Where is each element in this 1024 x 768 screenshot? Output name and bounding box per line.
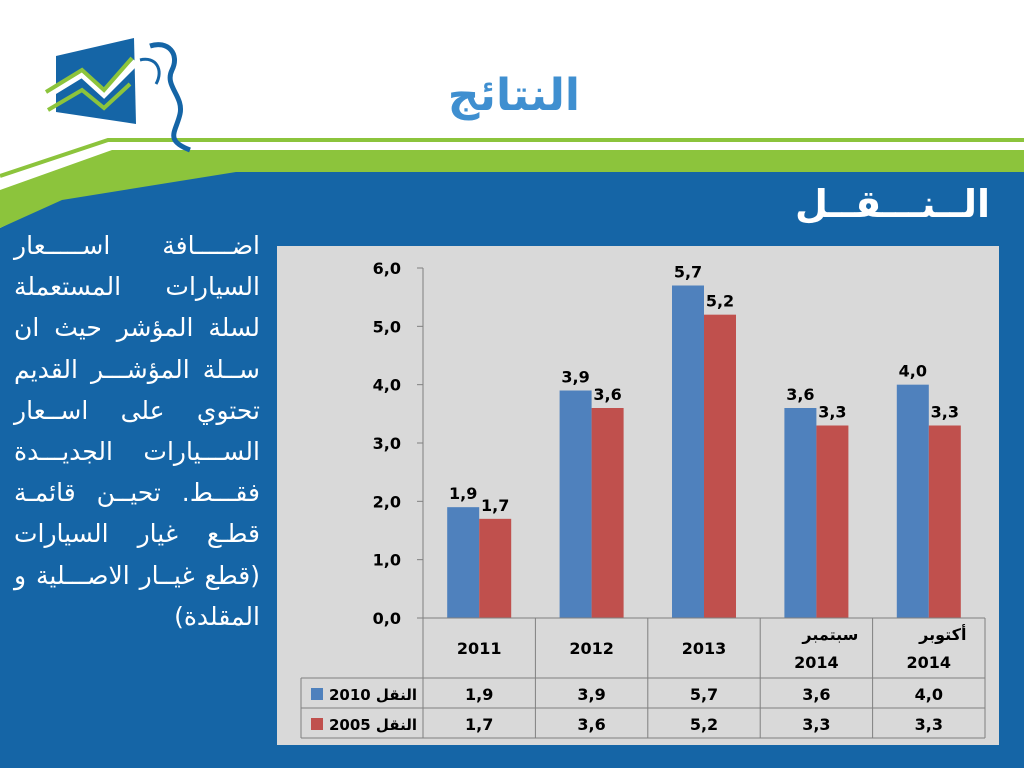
- legend-series-word: النقل: [376, 686, 417, 704]
- bar-0-3: [784, 408, 817, 618]
- data-label: 3,9: [561, 368, 589, 387]
- slide-title: النتائج: [447, 70, 580, 121]
- table-value: 1,9: [465, 685, 493, 704]
- table-value: 5,7: [690, 685, 718, 704]
- x-category-label: 2011: [457, 639, 502, 658]
- bar-1-3: [816, 425, 849, 618]
- bar-0-4: [896, 384, 929, 618]
- bar-chart: 0,0 1,0 2,0 3,0 4,0 5,0 6,0 1,9 3,9 5,7 3,6 4,0 1,7 3…: [300, 259, 986, 739]
- x-category-label: أكتوبر: [918, 624, 966, 644]
- bar-0-0: [447, 507, 480, 618]
- slide-subtitle: الــنـــقــل: [795, 182, 990, 226]
- bar-1-1: [591, 408, 624, 618]
- data-label: 3,6: [786, 385, 814, 404]
- x-category-label: 2012: [569, 639, 614, 658]
- table-value: 3,3: [915, 715, 943, 734]
- table-value: 1,7: [465, 715, 493, 734]
- data-label: 1,9: [449, 484, 477, 503]
- y-tick-label: 0,0: [373, 609, 401, 628]
- y-tick-label: 6,0: [373, 259, 401, 278]
- x-category-label: 2013: [682, 639, 727, 658]
- bar-1-4: [928, 425, 961, 618]
- side-description: اضـــــافة اســـــعار السيارات المستعملة…: [14, 231, 260, 631]
- x-category-label: 2014: [907, 653, 952, 672]
- table-value: 3,3: [802, 715, 830, 734]
- data-label: 1,7: [481, 496, 509, 515]
- table-value: 3,9: [577, 685, 605, 704]
- y-tick-label: 2,0: [373, 492, 401, 511]
- y-tick-label: 3,0: [373, 434, 401, 453]
- data-label: 3,3: [818, 403, 846, 422]
- legend-swatch: [311, 688, 323, 700]
- y-tick-label: 1,0: [373, 551, 401, 570]
- data-label: 3,3: [931, 403, 959, 422]
- data-label: 5,2: [706, 292, 734, 311]
- legend-series-word: النقل: [376, 716, 417, 734]
- bar-0-1: [559, 390, 592, 618]
- bar-1-0: [479, 518, 512, 618]
- bar-1-2: [704, 314, 736, 618]
- table-value: 5,2: [690, 715, 718, 734]
- legend-series-year: 2010: [329, 686, 371, 704]
- data-label: 4,0: [899, 362, 927, 381]
- x-category-label: 2014: [794, 653, 839, 672]
- legend-swatch: [311, 718, 323, 730]
- table-value: 3,6: [802, 685, 830, 704]
- chart-background: [277, 246, 999, 745]
- legend-series-year: 2005: [329, 716, 371, 734]
- table-value: 4,0: [915, 685, 943, 704]
- data-label: 3,6: [593, 385, 621, 404]
- y-tick-label: 4,0: [373, 376, 401, 395]
- y-tick-label: 5,0: [373, 317, 401, 336]
- green-band-lower: [0, 150, 1024, 228]
- logo-icon: [44, 38, 191, 153]
- x-category-label: سبتمبر: [801, 625, 858, 644]
- table-value: 3,6: [577, 715, 605, 734]
- bar-0-2: [672, 285, 704, 618]
- data-label: 5,7: [674, 263, 702, 282]
- green-line-upper: [0, 138, 1024, 178]
